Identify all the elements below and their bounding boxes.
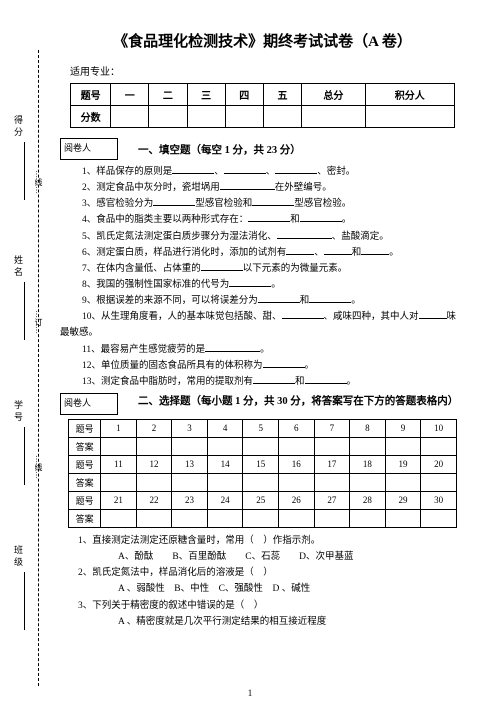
score-table: 题号 一 二 三 四 五 总分 积分人 分数: [70, 83, 455, 128]
binding-underline-1: [24, 142, 25, 200]
binding-underline-2: [24, 282, 25, 340]
q2-text: 2、测定食品中灰分时，瓷坩埚用: [82, 183, 220, 193]
section1-row: 阅卷人 一、填空题（每空 1 分，共 23 分）: [60, 138, 465, 160]
score-header-cell: 三: [187, 84, 225, 106]
score-header-cell: 二: [149, 84, 187, 106]
q6-text: 6、测定蛋白质，样品进行消化时，添加的试剂有: [82, 248, 286, 258]
binding-label-score: 得分: [12, 115, 25, 139]
score-header-cell: 四: [225, 84, 263, 106]
binding-note-2: …订…: [33, 310, 44, 334]
binding-margin: 得分 …线… 姓名 …订… 学号 …线… 班级: [0, 0, 55, 706]
choice-q2: 2、凯氏定氮法中，样品消化后的溶液是（ ）: [78, 565, 465, 581]
reviewer-box-2: 阅卷人: [60, 393, 118, 415]
choice-q3: 3、下列关于精密度的叙述中错误的是（ ）: [78, 598, 465, 614]
score-header-cell: 总分: [302, 84, 366, 106]
section1-title: 一、填空题（每空 1 分，共 23 分）: [138, 142, 301, 157]
answer-table: 题号12345678910 答案 题号11121314151617181920 …: [68, 419, 457, 528]
binding-label-class: 班级: [12, 545, 25, 569]
q1-text: 1、样品保存的原则是: [82, 167, 172, 177]
q8-text: 8、我国的强制性国家标准的代号为: [82, 280, 229, 290]
reviewer-box: 阅卷人: [60, 138, 118, 160]
score-header-cell: 积分人: [365, 84, 454, 106]
binding-note-1: …线…: [33, 170, 44, 194]
choice-questions: 1、直接测定法测定还原糖含量时，常用（ ）作指示剂。 A、酚酞 B、百里酚酞 C…: [78, 533, 465, 630]
major-label: 适用专业：: [70, 63, 465, 78]
score-value-row: 分数: [71, 106, 455, 128]
score-header-cell: 一: [111, 84, 149, 106]
score-cell: [365, 106, 454, 128]
score-header-row: 题号 一 二 三 四 五 总分 积分人: [71, 84, 455, 106]
binding-dash-line: [38, 50, 39, 686]
q11-text: 11、最容易产生感觉疲劳的是: [82, 345, 205, 355]
answer-header: 题号: [69, 419, 101, 437]
q12-text: 12、单位质量的固态食品所具有的体积称为: [82, 361, 263, 371]
q7-text: 7、在体内含量低、占体重的: [82, 264, 201, 274]
score-row-label: 分数: [71, 106, 111, 128]
score-cell: [302, 106, 366, 128]
choice-q1: 1、直接测定法测定还原糖含量时，常用（ ）作指示剂。: [78, 533, 465, 549]
q13-text: 13、测定食品中脂肪时，常用的提取剂有: [82, 377, 253, 387]
q5-text: 5、凯氏定氮法测定蛋白质步骤分为湿法消化、: [82, 232, 277, 242]
answer-label: 答案: [69, 437, 101, 455]
fill-questions: 1、样品保存的原则是、、、密封。 2、测定食品中灰分时，瓷坩埚用在外壁编号。 3…: [82, 164, 465, 390]
q9-text: 9、根据误差的来源不同，可以将误差分为: [82, 296, 258, 306]
page-number: 1: [248, 688, 253, 698]
score-header-cell: 题号: [71, 84, 111, 106]
q3-text: 3、感官检验分为: [82, 199, 153, 209]
score-header-cell: 五: [263, 84, 301, 106]
score-cell: [111, 106, 149, 128]
binding-label-id: 学号: [12, 400, 25, 424]
score-cell: [149, 106, 187, 128]
score-cell: [225, 106, 263, 128]
binding-underline-3: [24, 427, 25, 485]
binding-underline-4: [24, 572, 25, 630]
score-cell: [263, 106, 301, 128]
binding-note-3: …线…: [33, 455, 44, 479]
exam-title: 《食品理化检测技术》期终考试试卷（A 卷）: [60, 30, 465, 51]
q4-text: 4、食品中的脂类主要以两种形式存在：: [82, 215, 248, 225]
section2-title: 二、选择题（每小题 1 分，共 30 分，将答案写在下方的答题表格内）: [138, 393, 465, 408]
q10-text: 10、从生理角度看，人的基本味觉包括酸、甜、: [82, 312, 282, 322]
binding-label-name: 姓名: [12, 255, 25, 279]
score-cell: [187, 106, 225, 128]
section2-row: 阅卷人 二、选择题（每小题 1 分，共 30 分，将答案写在下方的答题表格内）: [60, 393, 465, 415]
